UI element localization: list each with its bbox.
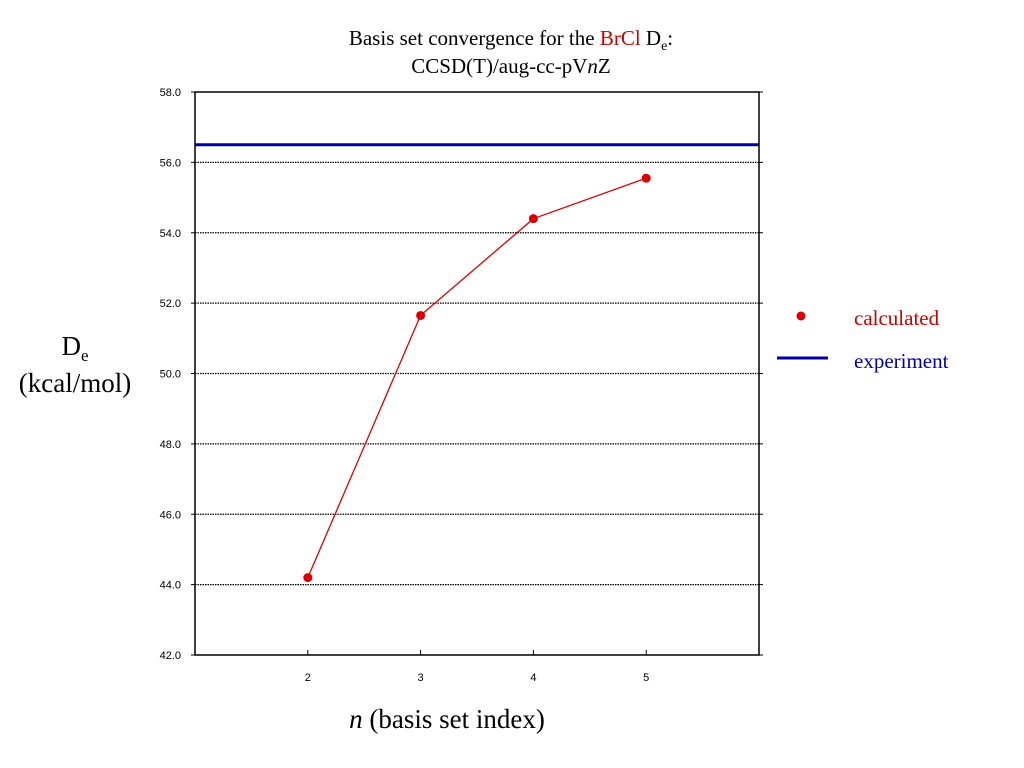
x-axis-title-n: n xyxy=(349,704,363,734)
y-tick-label: 54.0 xyxy=(160,228,181,240)
gridlines xyxy=(191,91,763,656)
title-method-n: n xyxy=(587,54,598,78)
y-tick-label: 56.0 xyxy=(160,157,181,169)
series-line-calculated xyxy=(307,177,647,578)
x-tick-labels: 2 3 4 5 xyxy=(305,672,650,684)
x-tick-label: 2 xyxy=(305,672,311,684)
title-quantity: D xyxy=(646,26,661,50)
data-point xyxy=(416,310,426,320)
y-axis-title-sub: e xyxy=(81,346,89,365)
series xyxy=(303,173,651,583)
legend-calculated-label: calculated xyxy=(854,306,940,330)
y-axis-title-main: D xyxy=(61,331,81,361)
title-colon: : xyxy=(667,26,673,50)
data-point xyxy=(528,214,538,224)
y-tick-labels: 42.0 44.0 46.0 48.0 50.0 52.0 54.0 56.0 58.0 xyxy=(160,87,181,662)
y-tick-label: 48.0 xyxy=(160,439,181,451)
x-tick-label: 3 xyxy=(418,672,424,684)
y-axis-units: (kcal/mol) xyxy=(19,368,131,398)
chart-title-line2: CCSD(T)/aug-cc-pVnZ xyxy=(411,54,610,78)
title-molecule: BrCl xyxy=(600,26,641,50)
title-method-z: Z xyxy=(598,54,611,78)
y-tick-label: 44.0 xyxy=(160,580,181,592)
y-axis-title: De xyxy=(61,331,88,365)
y-tick-label: 46.0 xyxy=(160,509,181,521)
y-tick-label: 52.0 xyxy=(160,298,181,310)
x-axis-title-rest: (basis set index) xyxy=(363,704,545,734)
title-method: CCSD(T)/aug-cc-pV xyxy=(411,54,587,78)
data-point xyxy=(641,173,651,183)
x-tick-label: 4 xyxy=(530,672,536,684)
y-tick-label: 50.0 xyxy=(160,369,181,381)
legend-experiment-label: experiment xyxy=(854,349,949,373)
title-quantity-sub: e xyxy=(661,39,667,54)
plot-frame xyxy=(194,91,760,656)
x-tick-label: 5 xyxy=(643,672,649,684)
legend-calculated-marker xyxy=(796,311,806,321)
title-prefix: Basis set convergence for the xyxy=(349,26,600,50)
y-tick-label: 58.0 xyxy=(160,87,181,99)
legend: calculated experiment xyxy=(777,306,949,373)
chart-title-line1: Basis set convergence for the BrCl De: xyxy=(349,26,673,54)
x-axis-title: n (basis set index) xyxy=(349,704,545,734)
data-point xyxy=(303,573,313,583)
y-tick-label: 42.0 xyxy=(160,650,181,662)
